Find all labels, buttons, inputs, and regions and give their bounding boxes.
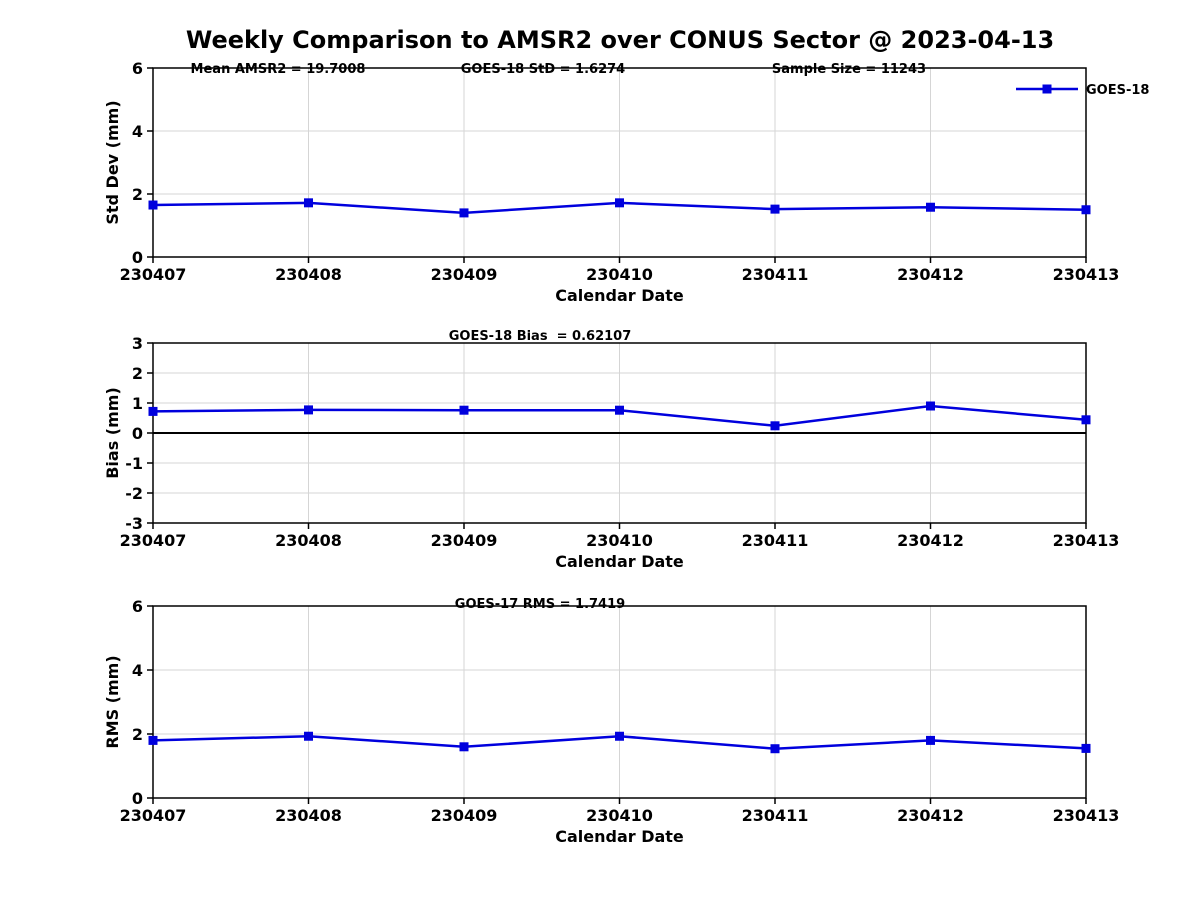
- y-tick-label: 0: [132, 789, 143, 808]
- data-point-marker: [148, 735, 158, 745]
- y-tick-label: 4: [132, 122, 143, 141]
- x-tick-label: 230407: [120, 531, 187, 550]
- annotation: Sample Size = 11243: [772, 62, 926, 77]
- data-point-marker: [615, 731, 624, 741]
- data-point-marker: [304, 731, 313, 741]
- x-axis-label: Calendar Date: [555, 552, 684, 571]
- legend-marker: [1042, 84, 1052, 94]
- axes-border: [152, 67, 1087, 258]
- x-tick-label: 230409: [431, 806, 498, 825]
- x-tick-label: 230408: [275, 265, 342, 284]
- y-tick-label: -1: [125, 454, 143, 473]
- annotation: GOES-18 Bias = 0.62107: [449, 329, 632, 344]
- x-tick-label: 230411: [742, 265, 809, 284]
- x-tick-label: 230412: [897, 531, 964, 550]
- data-point-marker: [926, 202, 935, 212]
- data-point-marker: [459, 405, 469, 415]
- x-tick-label: 230408: [275, 531, 342, 550]
- x-tick-label: 230411: [742, 806, 809, 825]
- y-tick-label: 1: [132, 394, 143, 413]
- data-point-marker: [770, 744, 780, 754]
- data-point-marker: [926, 401, 935, 411]
- y-tick-label: 2: [132, 364, 143, 383]
- data-point-marker: [615, 198, 624, 208]
- y-tick-label: 6: [132, 59, 143, 78]
- annotation: GOES-18 StD = 1.6274: [461, 62, 625, 77]
- y-tick-label: 4: [132, 661, 143, 680]
- data-point-marker: [1081, 205, 1091, 215]
- x-axis-label: Calendar Date: [555, 827, 684, 846]
- x-axis-label: Calendar Date: [555, 286, 684, 305]
- chart-std-dev: 0 2 4 6 230407 230408 230409 230410 230411 230412…: [103, 59, 1149, 305]
- x-tick-label: 230410: [586, 531, 653, 550]
- x-tick-label: 230410: [586, 265, 653, 284]
- x-tick-label: 230412: [897, 806, 964, 825]
- data-point-marker: [459, 742, 469, 752]
- x-tick-label: 230413: [1053, 531, 1120, 550]
- x-tick-label: 230412: [897, 265, 964, 284]
- x-tick-label: 230409: [431, 265, 498, 284]
- data-point-marker: [148, 406, 158, 416]
- y-tick-label: 6: [132, 597, 143, 616]
- y-axis-label: RMS (mm): [103, 655, 122, 748]
- legend-label: GOES-18: [1086, 83, 1149, 98]
- axes-border: [152, 342, 1087, 524]
- x-tick-label: 230408: [275, 806, 342, 825]
- x-tick-label: 230413: [1053, 265, 1120, 284]
- annotation: GOES-17 RMS = 1.7419: [455, 597, 625, 612]
- data-point-marker: [1081, 743, 1091, 753]
- x-tick-label: 230410: [586, 806, 653, 825]
- annotation: Mean AMSR2 = 19.7008: [191, 62, 366, 77]
- x-tick-label: 230409: [431, 531, 498, 550]
- x-tick-label: 230411: [742, 531, 809, 550]
- data-point-marker: [148, 200, 158, 210]
- data-point-marker: [770, 204, 780, 214]
- data-point-marker: [304, 405, 313, 415]
- axes-border: [152, 605, 1087, 799]
- legend: GOES-18: [1016, 83, 1149, 98]
- data-point-marker: [304, 198, 313, 208]
- figure-title: Weekly Comparison to AMSR2 over CONUS Se…: [185, 26, 1055, 54]
- data-point-marker: [1081, 415, 1091, 425]
- data-point-marker: [615, 405, 624, 415]
- chart-rms: 0 2 4 6 230407 230408 230409 230410 230411 230412…: [103, 597, 1119, 846]
- x-tick-label: 230413: [1053, 806, 1120, 825]
- y-axis-label: Std Dev (mm): [103, 100, 122, 224]
- y-axis-label: Bias (mm): [103, 387, 122, 479]
- y-tick-label: 0: [132, 248, 143, 267]
- y-tick-label: 0: [132, 424, 143, 443]
- data-point-marker: [926, 735, 935, 745]
- y-tick-label: 2: [132, 185, 143, 204]
- y-tick-label: -3: [125, 514, 143, 533]
- y-tick-label: 2: [132, 725, 143, 744]
- y-tick-label: 3: [132, 334, 143, 353]
- x-tick-label: 230407: [120, 806, 187, 825]
- x-tick-label: 230407: [120, 265, 187, 284]
- data-point-marker: [770, 421, 780, 431]
- y-tick-label: -2: [125, 484, 143, 503]
- data-point-marker: [459, 208, 469, 218]
